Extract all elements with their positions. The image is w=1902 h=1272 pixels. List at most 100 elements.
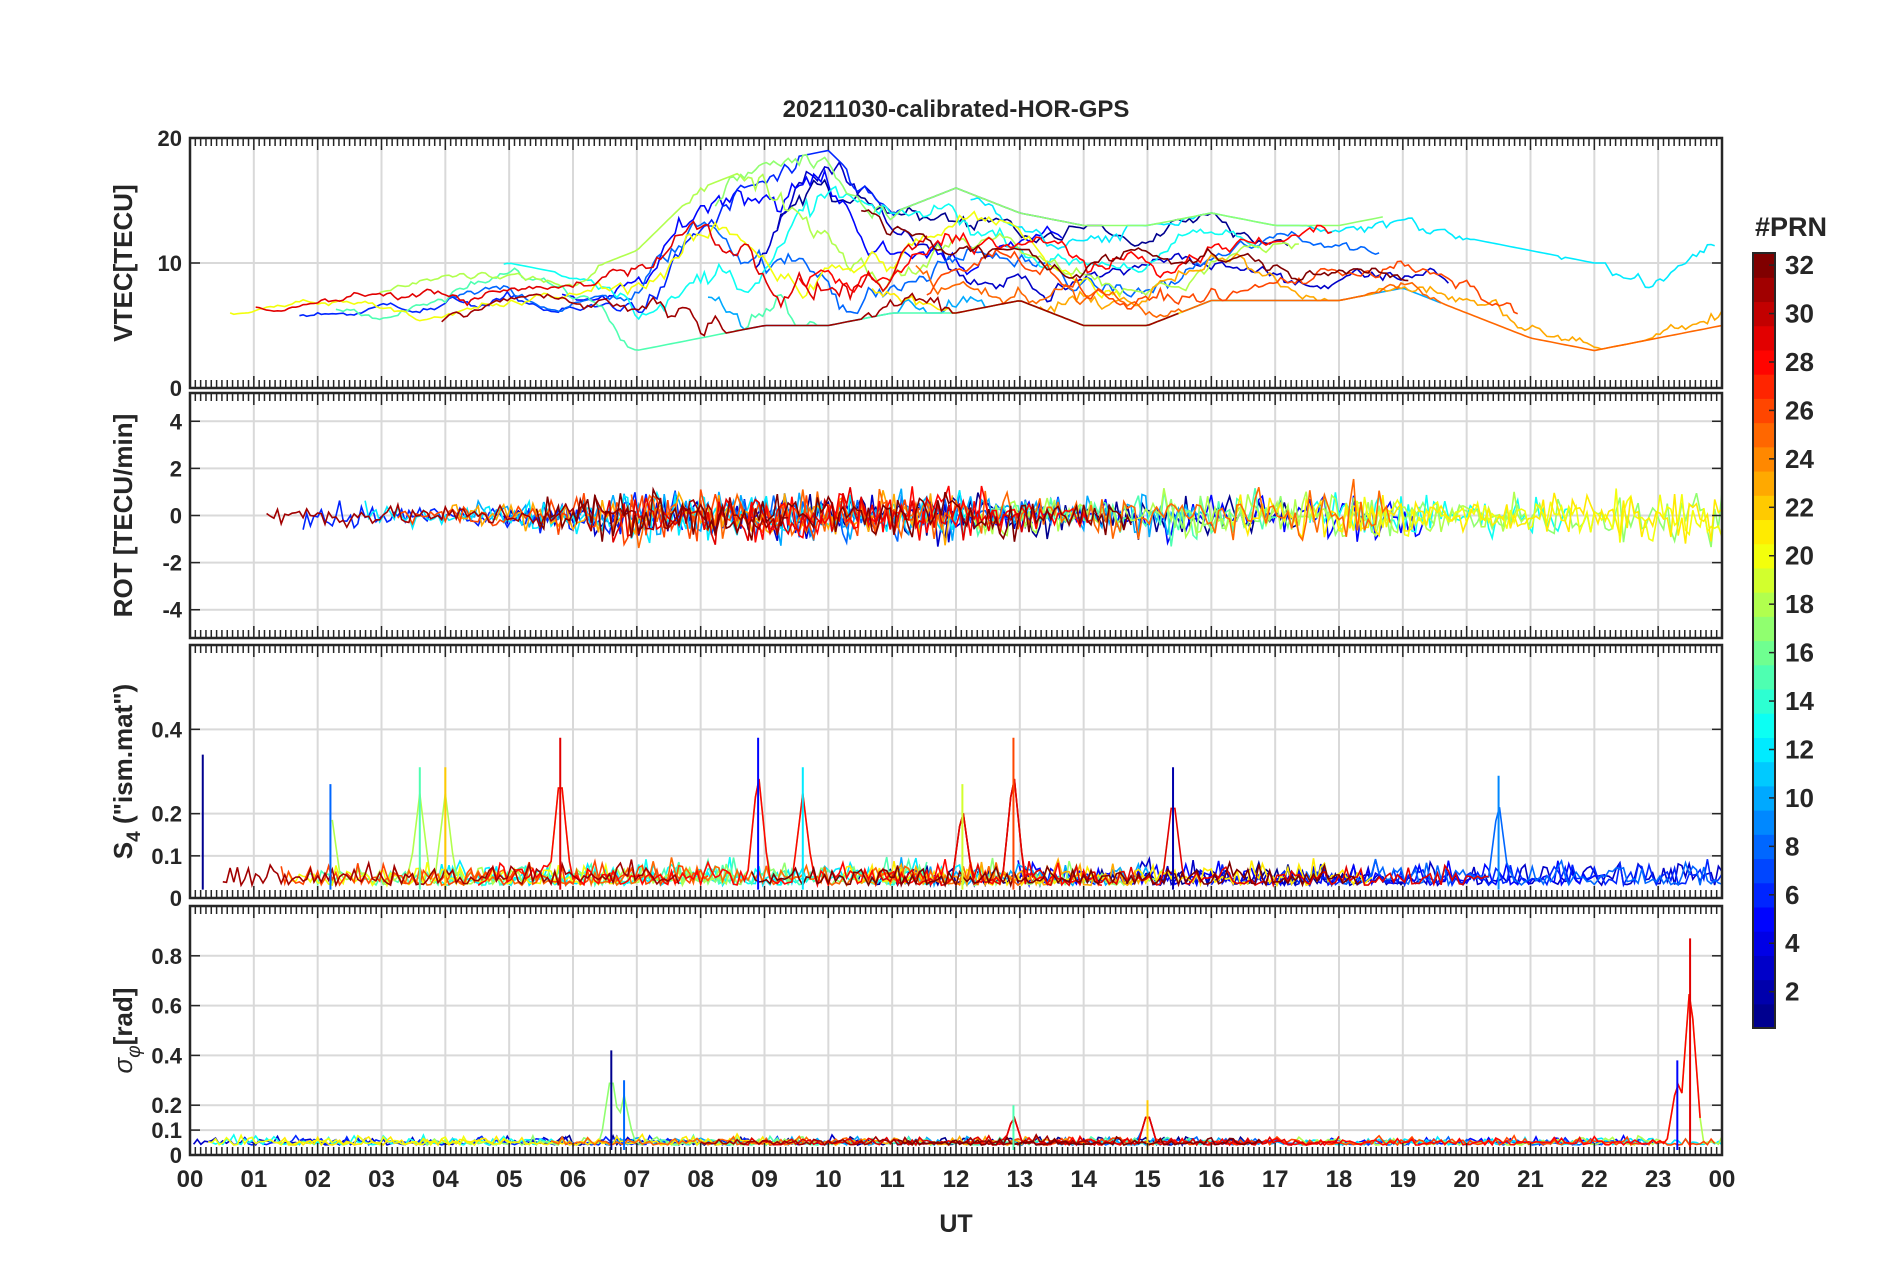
chart-title: 20211030-calibrated-HOR-GPS xyxy=(783,96,1130,123)
y-tick-label: 20 xyxy=(158,126,182,151)
x-tick-label: 06 xyxy=(560,1166,587,1193)
colorbar-frame xyxy=(1752,252,1776,1029)
series-prn-32 xyxy=(750,859,1362,889)
x-tick-label: 00 xyxy=(1709,1166,1736,1193)
data-traces xyxy=(201,737,1723,890)
series-prn-32 xyxy=(861,209,1409,282)
colorbar-segment xyxy=(1753,567,1775,593)
x-tick-label: 15 xyxy=(1134,1166,1161,1193)
colorbar-tick-label: 20 xyxy=(1785,541,1814,571)
colorbar-tick-label: 8 xyxy=(1785,831,1799,861)
series-prn-28 xyxy=(477,778,1103,889)
x-tick-label: 16 xyxy=(1198,1166,1225,1193)
panel-s4: 0 0.1 0.2 0.4S4 ("ism.mat") xyxy=(108,643,1724,911)
series-prn-25 xyxy=(915,265,1723,352)
colorbar-segment xyxy=(1753,785,1775,811)
colorbar-tick-label: 4 xyxy=(1785,928,1800,958)
series-prn-25 xyxy=(382,857,1034,888)
colorbar-segment xyxy=(1753,955,1775,981)
x-tick-label: 08 xyxy=(687,1166,714,1193)
x-tick-label: 23 xyxy=(1645,1166,1672,1193)
x-tick-label: 01 xyxy=(240,1166,267,1193)
colorbar-tick-label: 6 xyxy=(1785,880,1799,910)
x-tick-label: 22 xyxy=(1581,1166,1608,1193)
x-tick-label: 05 xyxy=(496,1166,523,1193)
x-tick-label: 21 xyxy=(1517,1166,1544,1193)
x-tick-label: 10 xyxy=(815,1166,842,1193)
series-prn-32 xyxy=(897,1135,1263,1146)
y-tick-label: 10 xyxy=(158,251,182,276)
x-tick-label: 09 xyxy=(751,1166,778,1193)
colorbar-segment xyxy=(1753,325,1775,351)
colorbar-segment xyxy=(1753,931,1775,956)
series-prn-20 xyxy=(208,1133,512,1147)
y-tick-label: 2 xyxy=(170,456,182,481)
colorbar-tick-label: 10 xyxy=(1785,783,1814,813)
y-tick-label: 0.8 xyxy=(151,944,182,969)
x-tick-label: 13 xyxy=(1006,1166,1033,1193)
series-prn-17 xyxy=(1166,492,1723,548)
colorbar-segment xyxy=(1753,349,1775,375)
data-traces xyxy=(229,149,1723,352)
series-prn-31 xyxy=(266,493,789,536)
colorbar-tick-label: 26 xyxy=(1785,395,1814,425)
colorbar-tick-label: 14 xyxy=(1785,686,1814,716)
colorbar-tick-label: 32 xyxy=(1785,250,1814,280)
y-axis-label: VTEC[TECU] xyxy=(108,184,138,341)
series-prn-8 xyxy=(448,220,1380,315)
x-tick-label: 00 xyxy=(177,1166,204,1193)
colorbar-segment xyxy=(1753,495,1775,521)
colorbar-segment xyxy=(1753,664,1775,690)
colorbar-segment xyxy=(1753,398,1775,424)
colorbar-tick-label: 22 xyxy=(1785,492,1814,522)
series-prn-13 xyxy=(503,185,1260,321)
series-prn-32 xyxy=(535,486,1132,542)
colorbar-segment xyxy=(1753,374,1775,399)
colorbar-label: #PRN xyxy=(1755,212,1827,242)
y-tick-label: -2 xyxy=(162,551,182,576)
colorbar-segment xyxy=(1753,640,1775,666)
y-tick-label: 0.1 xyxy=(151,1118,182,1143)
y-axis-label: σφ[rad] xyxy=(108,988,145,1074)
series-prn-29 xyxy=(255,220,928,313)
x-tick-label: 20 xyxy=(1453,1166,1480,1193)
colorbar-segment xyxy=(1753,470,1775,496)
series-prn-17 xyxy=(714,153,1383,227)
colorbar-tick-label: 18 xyxy=(1785,589,1814,619)
series-prn-31 xyxy=(700,1133,1095,1147)
colorbar-segment xyxy=(1753,834,1775,860)
series-prn-31 xyxy=(441,292,1179,337)
colorbar-segment xyxy=(1753,422,1775,448)
series-prn-31 xyxy=(222,859,680,889)
colorbar-segment xyxy=(1753,543,1775,569)
colorbar-segment xyxy=(1753,519,1775,545)
x-tick-label: 02 xyxy=(304,1166,331,1193)
x-tick-label: 18 xyxy=(1326,1166,1353,1193)
y-tick-label: 0.4 xyxy=(151,1043,182,1068)
x-tick-label: 07 xyxy=(623,1166,650,1193)
colorbar-segment xyxy=(1753,592,1775,617)
x-tick-label: 04 xyxy=(432,1166,459,1193)
colorbar-segment xyxy=(1753,906,1775,932)
colorbar-segment xyxy=(1753,858,1775,884)
colorbar-segment xyxy=(1753,688,1775,714)
series-prn-28 xyxy=(798,224,1332,294)
colorbar-segment xyxy=(1753,253,1775,278)
x-tick-label: 11 xyxy=(879,1166,904,1193)
y-tick-label: 0.6 xyxy=(151,994,182,1019)
y-tick-label: -4 xyxy=(162,598,182,623)
series-prn-18 xyxy=(379,172,1299,296)
y-tick-label: 4 xyxy=(170,409,183,434)
colorbar-tick-label: 16 xyxy=(1785,638,1814,668)
colorbar-segment xyxy=(1753,882,1775,908)
series-prn-3 xyxy=(754,160,1449,303)
x-tick-label: 14 xyxy=(1070,1166,1097,1193)
colorbar-tick-label: 2 xyxy=(1785,977,1799,1007)
panel-rot: -4 -2 0 2 4 ROT [TECU/min] xyxy=(108,391,1724,640)
series-prn-21 xyxy=(1232,492,1723,544)
y-tick-label: 0.4 xyxy=(151,717,182,742)
colorbar-tick-label: 28 xyxy=(1785,347,1814,377)
colorbar-segment xyxy=(1753,979,1775,1005)
